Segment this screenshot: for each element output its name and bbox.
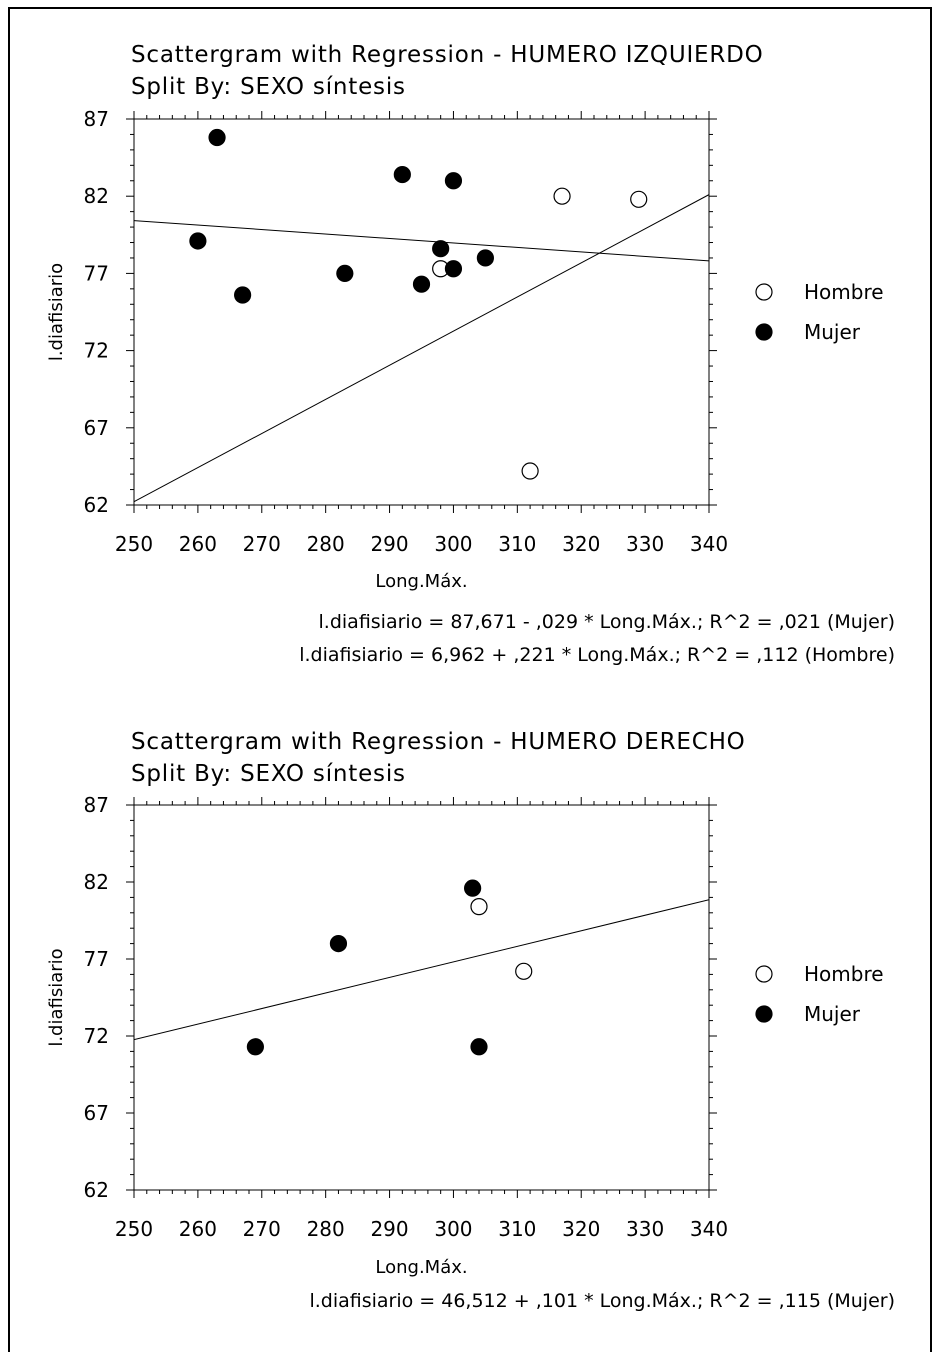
x-tick-label: 290 xyxy=(370,1217,408,1241)
chart-1: Scattergram with Regression - HUMERO IZQ… xyxy=(46,42,895,666)
legend-label-hombre: Hombre xyxy=(804,280,884,304)
x-tick-label: 310 xyxy=(498,532,536,556)
x-tick-label: 290 xyxy=(370,532,408,556)
legend-marker-hombre xyxy=(755,965,773,983)
x-tick-label: 270 xyxy=(243,1217,281,1241)
chart-subtitle: Split By: SEXO síntesis xyxy=(131,761,406,787)
regression-line-mujer xyxy=(134,220,709,262)
y-tick-label: 67 xyxy=(84,416,109,440)
y-tick-label: 62 xyxy=(84,1178,109,1202)
legend-marker-mujer xyxy=(755,323,773,341)
chart-title: Scattergram with Regression - HUMERO DER… xyxy=(131,729,746,755)
x-tick-label: 260 xyxy=(179,1217,217,1241)
point-hombre xyxy=(470,898,488,916)
x-tick-label: 280 xyxy=(307,1217,345,1241)
y-tick-label: 82 xyxy=(84,870,109,894)
point-mujer xyxy=(329,934,348,953)
legend-marker-mujer xyxy=(755,1005,773,1023)
point-mujer xyxy=(393,165,411,184)
y-tick-label: 82 xyxy=(84,184,109,208)
point-mujer xyxy=(246,1038,264,1056)
legend-label-mujer: Mujer xyxy=(804,1002,861,1026)
x-tick-label: 260 xyxy=(179,532,217,556)
regression-line-hombre xyxy=(134,194,709,503)
plot-frame xyxy=(133,804,710,1191)
legend-marker-hombre xyxy=(755,283,773,301)
y-axis-label: l.diafisiario xyxy=(46,263,67,361)
x-tick-label: 280 xyxy=(307,532,345,556)
y-tick-label: 67 xyxy=(84,1101,109,1125)
point-hombre xyxy=(630,190,648,208)
point-mujer xyxy=(444,172,463,190)
x-axis-label: Long.Máx. xyxy=(375,571,467,592)
x-tick-label: 320 xyxy=(562,1217,600,1241)
point-mujer xyxy=(208,128,226,147)
chart-title: Scattergram with Regression - HUMERO IZQ… xyxy=(131,42,764,68)
legend-label-hombre: Hombre xyxy=(804,962,884,986)
plot-frame xyxy=(133,118,710,506)
x-tick-label: 330 xyxy=(626,532,664,556)
y-tick-label: 72 xyxy=(84,339,109,363)
page-frame xyxy=(8,7,932,1352)
regression-line-mujer xyxy=(134,899,709,1041)
regression-equation: l.diafisiario = 46,512 + ,101 * Long.Máx… xyxy=(309,1290,895,1312)
y-tick-label: 77 xyxy=(84,947,109,971)
x-tick-label: 300 xyxy=(434,532,472,556)
chart-subtitle: Split By: SEXO síntesis xyxy=(131,74,406,100)
point-mujer xyxy=(464,879,482,897)
x-tick-label: 270 xyxy=(243,532,281,556)
point-hombre xyxy=(553,187,571,205)
x-tick-label: 320 xyxy=(562,532,600,556)
point-hombre xyxy=(515,962,533,980)
y-axis-label: l.diafisiario xyxy=(46,948,67,1046)
point-mujer xyxy=(412,275,431,293)
point-mujer xyxy=(234,286,252,304)
y-tick-label: 87 xyxy=(84,107,109,131)
legend-label-mujer: Mujer xyxy=(804,320,861,344)
point-mujer xyxy=(470,1038,488,1056)
point-mujer xyxy=(476,249,494,267)
y-tick-label: 87 xyxy=(84,793,109,817)
point-mujer xyxy=(444,260,463,278)
x-tick-label: 300 xyxy=(434,1217,472,1241)
point-mujer xyxy=(336,264,354,282)
point-mujer xyxy=(189,232,207,250)
y-tick-label: 72 xyxy=(84,1024,109,1048)
x-tick-label: 340 xyxy=(690,532,728,556)
x-tick-label: 310 xyxy=(498,1217,536,1241)
y-tick-label: 62 xyxy=(84,493,109,517)
x-tick-label: 250 xyxy=(115,1217,153,1241)
point-mujer xyxy=(432,240,450,258)
x-tick-label: 330 xyxy=(626,1217,664,1241)
regression-equation: l.diafisiario = 6,962 + ,221 * Long.Máx.… xyxy=(299,644,895,666)
x-tick-label: 250 xyxy=(115,532,153,556)
x-axis-label: Long.Máx. xyxy=(375,1257,467,1278)
y-tick-label: 77 xyxy=(84,261,109,285)
regression-equation: l.diafisiario = 87,671 - ,029 * Long.Máx… xyxy=(319,611,895,633)
point-hombre xyxy=(521,462,539,480)
x-tick-label: 340 xyxy=(690,1217,728,1241)
chart-2: Scattergram with Regression - HUMERO DER… xyxy=(46,729,895,1312)
